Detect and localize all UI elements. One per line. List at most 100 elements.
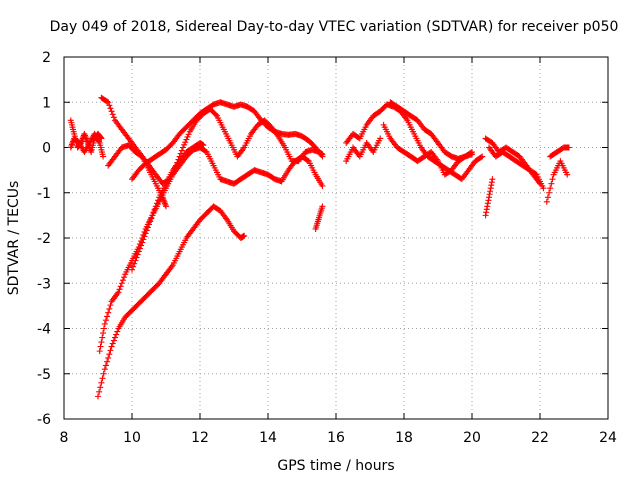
data-point xyxy=(140,236,147,243)
data-point xyxy=(163,203,169,210)
data-point xyxy=(106,305,113,312)
data-point xyxy=(109,111,116,118)
data-point xyxy=(134,251,141,258)
y-tick-label: -2 xyxy=(37,231,51,247)
series-s9 xyxy=(312,203,326,232)
data-point xyxy=(106,351,113,358)
series-s8 xyxy=(105,106,326,187)
data-point xyxy=(152,203,159,210)
data-point xyxy=(182,139,189,146)
x-tick-label: 14 xyxy=(259,430,277,446)
series-s2 xyxy=(67,130,107,160)
data-point xyxy=(131,260,138,267)
data-point xyxy=(147,218,154,225)
data-point xyxy=(544,194,551,201)
data-point xyxy=(138,242,145,249)
data-marks xyxy=(67,94,572,400)
data-point xyxy=(176,153,183,160)
data-point xyxy=(532,170,539,177)
data-point xyxy=(142,230,149,237)
data-point xyxy=(319,203,326,210)
data-point xyxy=(478,154,485,161)
data-point xyxy=(488,182,495,189)
data-point xyxy=(155,197,162,204)
y-axis-label: SDTVAR / TECUs xyxy=(6,181,22,296)
y-tick-label: 0 xyxy=(42,141,51,157)
series-s4 xyxy=(95,203,248,400)
data-point xyxy=(548,180,555,187)
data-point xyxy=(564,171,571,178)
chart-title: Day 049 of 2018, Sidereal Day-to-day VTE… xyxy=(50,19,619,35)
x-tick-label: 24 xyxy=(599,430,617,446)
data-point xyxy=(151,206,158,213)
series-s13 xyxy=(387,99,475,162)
data-point xyxy=(101,320,108,327)
data-point xyxy=(150,209,157,216)
y-tick-label: 1 xyxy=(42,95,51,111)
data-point xyxy=(133,254,140,261)
data-point xyxy=(112,334,118,341)
data-point xyxy=(104,358,111,365)
data-point xyxy=(100,370,107,377)
data-point xyxy=(102,362,109,369)
data-point xyxy=(483,206,490,213)
data-point xyxy=(565,144,572,151)
data-point xyxy=(118,280,125,287)
data-point xyxy=(200,142,207,149)
data-point xyxy=(110,337,117,344)
data-point xyxy=(129,266,135,273)
data-point xyxy=(104,98,111,105)
data-point xyxy=(482,212,489,219)
data-point xyxy=(99,334,106,341)
data-point xyxy=(469,151,475,158)
data-point xyxy=(132,257,139,264)
data-point xyxy=(107,347,114,354)
series-s12 xyxy=(380,121,475,178)
data-point xyxy=(153,200,160,207)
series-s10 xyxy=(343,101,486,183)
data-point xyxy=(546,189,553,196)
data-point xyxy=(485,197,492,204)
data-point xyxy=(377,135,384,142)
data-point xyxy=(116,286,123,293)
data-point xyxy=(479,153,486,160)
x-tick-label: 10 xyxy=(123,430,141,446)
data-point xyxy=(98,339,105,346)
data-point xyxy=(489,176,496,183)
data-point xyxy=(148,215,155,222)
y-tick-label: -4 xyxy=(37,322,51,338)
data-point xyxy=(146,221,152,228)
data-point xyxy=(105,309,112,316)
data-point xyxy=(540,185,547,192)
data-point xyxy=(107,105,114,112)
data-point xyxy=(114,328,121,335)
data-point xyxy=(105,354,112,361)
series-s6 xyxy=(129,139,207,273)
data-point xyxy=(484,200,491,207)
data-point xyxy=(185,131,192,138)
data-point xyxy=(119,277,126,284)
series-s17 xyxy=(543,158,571,205)
data-point xyxy=(139,239,146,246)
data-point xyxy=(102,317,109,324)
data-point xyxy=(105,99,112,106)
data-point xyxy=(101,366,108,373)
data-point xyxy=(143,227,150,234)
data-point xyxy=(543,198,550,205)
data-point xyxy=(95,393,101,400)
x-tick-label: 18 xyxy=(395,430,413,446)
x-tick-label: 20 xyxy=(463,430,481,446)
x-axis-label: GPS time / hours xyxy=(277,458,394,474)
grid-lines xyxy=(64,57,608,419)
data-point xyxy=(177,150,184,157)
data-point xyxy=(319,182,326,189)
data-point xyxy=(97,343,104,350)
data-point xyxy=(110,114,117,121)
data-point xyxy=(97,384,104,391)
series-s11 xyxy=(343,135,384,165)
y-tick-label: -5 xyxy=(37,367,51,383)
data-point xyxy=(304,157,311,164)
data-point xyxy=(130,263,137,270)
